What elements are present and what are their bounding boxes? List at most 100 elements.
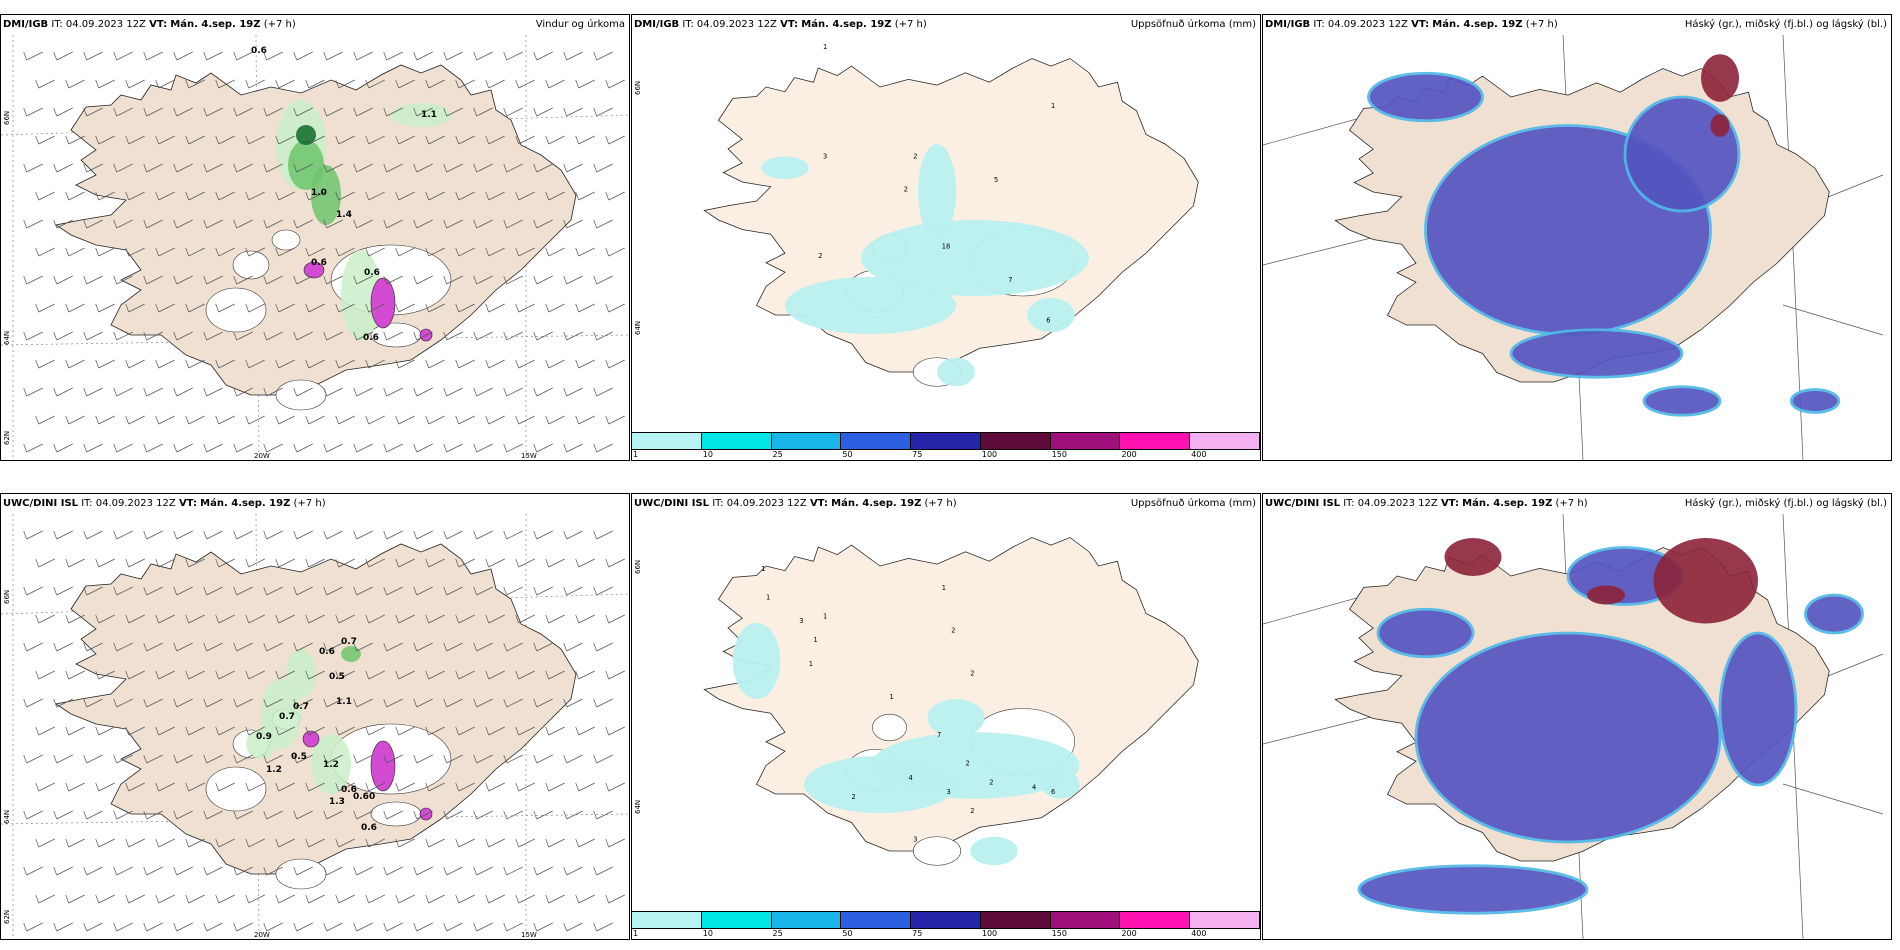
- wind-barb: [83, 219, 103, 229]
- precip-area: [311, 165, 341, 225]
- wind-barb: [533, 698, 553, 708]
- wind-barb: [335, 726, 355, 736]
- wind-barb: [503, 51, 523, 61]
- init-time: 04.09.2023 12Z: [95, 498, 176, 509]
- wind-barb: [53, 642, 73, 652]
- panel-cloud-cover-dmi: DMI/IGB IT: 04.09.2023 12Z VT: Mán. 4.se…: [1262, 14, 1892, 461]
- precip-value-label: 1.2: [323, 760, 339, 770]
- precip-value-label: 1: [823, 43, 827, 51]
- valid-time: Mán. 4.sep. 19Z: [170, 19, 261, 30]
- wind-barb: [143, 163, 163, 173]
- wind-barb: [113, 51, 133, 61]
- wind-barb: [203, 586, 223, 596]
- wind-barb: [263, 642, 283, 652]
- wind-barb: [215, 303, 235, 313]
- wind-barb: [605, 894, 625, 904]
- wind-barb: [503, 107, 523, 117]
- precip-area: [286, 649, 316, 699]
- wind-barb: [143, 866, 163, 876]
- wind-barb: [263, 443, 283, 453]
- panel-header: UWC/DINI ISL IT: 04.09.2023 12Z VT: Mán.…: [632, 494, 1260, 514]
- glacier: [912, 836, 962, 866]
- wind-barb: [233, 107, 253, 117]
- panel-wind-precip-uwc: UWC/DINI ISL IT: 04.09.2023 12Z VT: Mán.…: [0, 493, 630, 940]
- wind-barb: [35, 558, 55, 568]
- wind-barb: [323, 219, 343, 229]
- wind-barb: [245, 135, 265, 145]
- wind-barb: [365, 303, 385, 313]
- wind-barb: [533, 331, 553, 341]
- vt-label: VT:: [1411, 19, 1430, 30]
- wind-barb: [395, 247, 415, 257]
- wind-barb: [545, 838, 565, 848]
- wind-barb: [305, 303, 325, 313]
- wind-barb: [203, 331, 223, 341]
- map-area: 1 1 3 2 2 5 2 18 7 6: [632, 35, 1260, 460]
- wind-barb: [365, 838, 385, 848]
- wind-barb: [113, 810, 133, 820]
- cloud-area: [1642, 385, 1722, 417]
- wind-barb: [605, 191, 625, 201]
- wind-barb: [143, 530, 163, 540]
- wind-barb: [365, 894, 385, 904]
- wind-barb: [215, 359, 235, 369]
- wind-barb: [233, 754, 253, 764]
- precip-value-label: 1: [766, 593, 770, 601]
- panel-title: Háský (gr.), miðský (fj.bl.) og lágský (…: [1684, 19, 1887, 30]
- wind-barb: [23, 51, 43, 61]
- wind-barb: [323, 163, 343, 173]
- lead-time: (+7 h): [263, 19, 296, 30]
- precip-value-label: 2: [989, 779, 993, 787]
- wind-barb: [113, 275, 133, 285]
- wind-barb: [473, 387, 493, 397]
- latitude-label-66n: 66N: [3, 589, 11, 604]
- wind-barb: [605, 79, 625, 89]
- wind-barb: [155, 303, 175, 313]
- wind-barb: [605, 726, 625, 736]
- wind-barb: [185, 247, 205, 257]
- wind-barb: [533, 107, 553, 117]
- colorbar-segment: [1190, 433, 1260, 449]
- wind-barb: [533, 586, 553, 596]
- wind-barb: [155, 191, 175, 201]
- wind-barb: [443, 698, 463, 708]
- wind-barb: [455, 894, 475, 904]
- wind-barb: [593, 922, 613, 932]
- precip-value-label: 1: [814, 636, 818, 644]
- latitude-label-66n: 66N: [634, 559, 642, 574]
- colorbar: [632, 432, 1260, 450]
- wind-barb: [605, 415, 625, 425]
- wind-barb: [425, 79, 445, 89]
- wind-barb: [275, 303, 295, 313]
- high-cloud-area: [1444, 538, 1502, 576]
- wind-barb: [95, 558, 115, 568]
- wind-barb: [185, 415, 205, 425]
- wind-barb: [335, 558, 355, 568]
- wind-barb: [425, 782, 445, 792]
- wind-barb: [473, 586, 493, 596]
- wind-barb: [473, 922, 493, 932]
- wind-barb: [413, 387, 433, 397]
- wind-barb: [503, 866, 523, 876]
- wind-barb: [305, 894, 325, 904]
- colorbar-segment: [911, 433, 981, 449]
- wind-barb: [185, 558, 205, 568]
- wind-barb: [155, 782, 175, 792]
- wind-barb: [185, 359, 205, 369]
- wind-barb: [545, 670, 565, 680]
- wind-barb: [185, 614, 205, 624]
- wind-barb: [575, 247, 595, 257]
- cloud-area: [1367, 71, 1484, 123]
- wind-barb: [563, 51, 583, 61]
- wind-barb: [245, 726, 265, 736]
- wind-barb: [185, 191, 205, 201]
- colorbar-labels: 1 10 25 50 75 100 150 200 400: [632, 450, 1260, 460]
- wind-barb: [515, 359, 535, 369]
- wind-barb: [563, 387, 583, 397]
- wind-barb: [545, 726, 565, 736]
- wind-barb: [383, 922, 403, 932]
- panel-title: Uppsöfnuð úrkoma (mm): [1130, 19, 1256, 30]
- wind-barb: [365, 135, 385, 145]
- colorbar-tick-label: 25: [772, 450, 783, 459]
- model-name: DMI/IGB: [634, 19, 680, 30]
